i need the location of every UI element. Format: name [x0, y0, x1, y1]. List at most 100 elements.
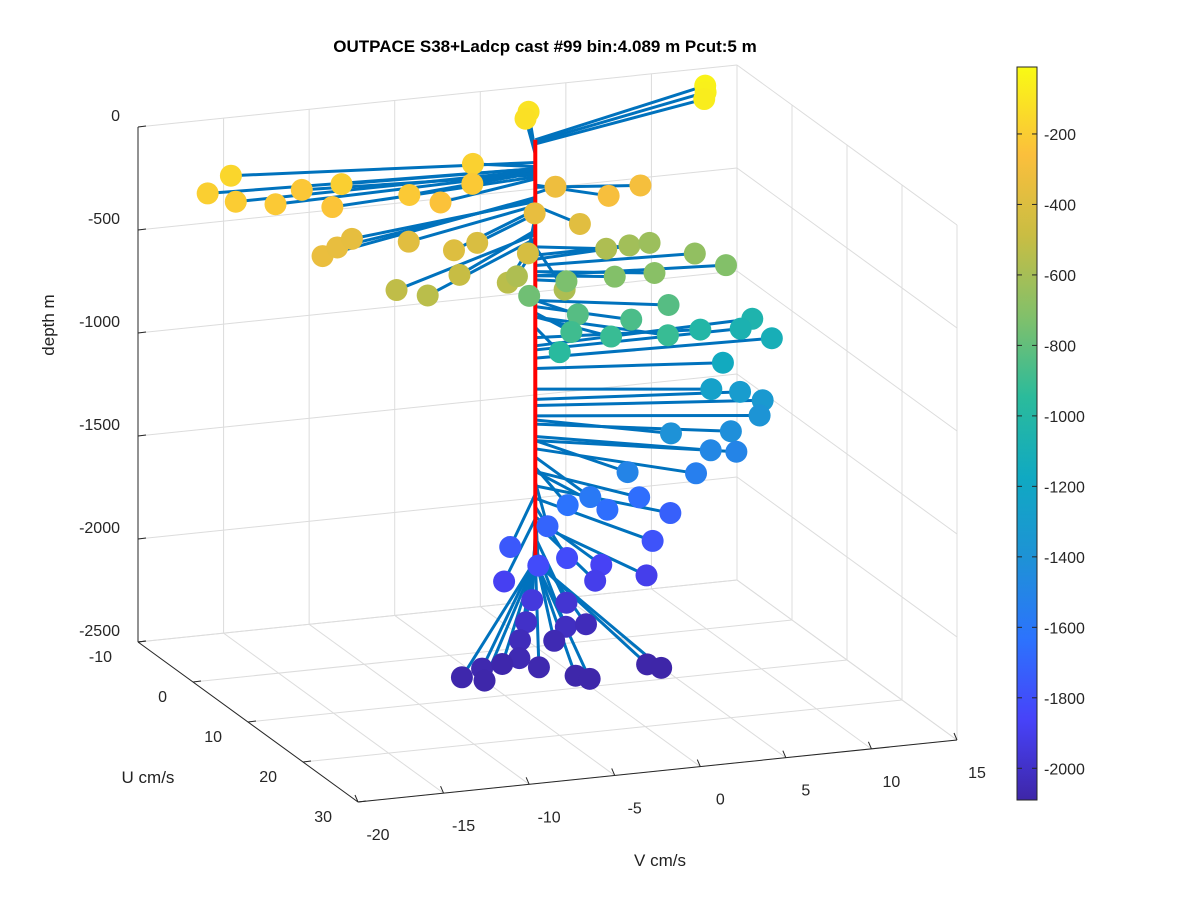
data-point — [575, 613, 597, 635]
data-point — [643, 262, 665, 284]
colorbar-tick-label: -1000 — [1044, 409, 1085, 426]
data-point — [642, 530, 664, 552]
data-point — [600, 326, 622, 348]
data-point — [225, 191, 247, 213]
data-point — [537, 515, 559, 537]
data-point — [386, 279, 408, 301]
data-point — [628, 486, 650, 508]
u-tick-mark — [193, 681, 201, 682]
back-wall-grid-z — [138, 580, 737, 642]
data-point — [569, 213, 591, 235]
velocity-stick — [535, 400, 762, 405]
data-point — [693, 88, 715, 110]
data-point — [321, 196, 343, 218]
data-point — [658, 294, 680, 316]
data-point — [461, 173, 483, 195]
data-points — [197, 75, 783, 692]
velocity-stick — [535, 86, 705, 140]
data-point — [549, 341, 571, 363]
z-tick-label: -2000 — [79, 520, 120, 537]
velocity-stick — [535, 420, 671, 433]
data-point — [517, 242, 539, 264]
u-axis-label: U cm/s — [122, 768, 175, 787]
u-tick-label: 30 — [314, 809, 332, 826]
data-point — [659, 502, 681, 524]
v-tick-label: 10 — [883, 774, 901, 791]
data-point — [660, 422, 682, 444]
u-tick-mark — [303, 761, 311, 762]
data-point — [524, 202, 546, 224]
v-tick-label: -20 — [366, 827, 389, 844]
data-point — [595, 238, 617, 260]
data-point — [493, 570, 515, 592]
data-point — [689, 319, 711, 341]
data-point — [584, 570, 606, 592]
v-tick-label: -10 — [538, 809, 561, 826]
data-point — [265, 193, 287, 215]
data-point — [462, 153, 484, 175]
data-point — [555, 592, 577, 614]
data-point — [527, 555, 549, 577]
data-point — [430, 191, 452, 213]
data-point — [725, 441, 747, 463]
data-point — [515, 108, 537, 130]
data-point — [518, 285, 540, 307]
colorbar-tick-label: -800 — [1044, 338, 1076, 355]
data-point — [544, 176, 566, 198]
data-point — [291, 179, 313, 201]
data-point — [521, 589, 543, 611]
data-point — [700, 378, 722, 400]
data-point — [506, 265, 528, 287]
velocity-stick — [535, 272, 654, 273]
data-point — [657, 324, 679, 346]
z-tick-mark — [138, 126, 146, 127]
data-point — [650, 657, 672, 679]
floor-grid-u — [303, 700, 902, 762]
v-tick-label: -15 — [452, 818, 475, 835]
data-point — [720, 420, 742, 442]
data-point — [555, 270, 577, 292]
data-point — [636, 564, 658, 586]
z-axis-label: depth m — [39, 294, 58, 355]
data-point — [715, 254, 737, 276]
colorbar-tick-label: -600 — [1044, 268, 1076, 285]
data-point — [451, 666, 473, 688]
data-point — [443, 239, 465, 261]
data-point — [557, 494, 579, 516]
data-point — [398, 184, 420, 206]
data-point — [620, 309, 642, 331]
data-point — [448, 264, 470, 286]
data-point — [491, 653, 513, 675]
v-tick-label: -5 — [628, 800, 642, 817]
data-point — [543, 630, 565, 652]
data-point — [617, 461, 639, 483]
v-axis-line — [358, 740, 957, 802]
z-tick-mark — [138, 538, 146, 539]
data-point — [604, 266, 626, 288]
data-point — [700, 439, 722, 461]
data-point — [629, 174, 651, 196]
colorbar-tick-label: -400 — [1044, 197, 1076, 214]
data-point — [684, 243, 706, 265]
data-point — [596, 499, 618, 521]
data-point — [761, 327, 783, 349]
data-point — [466, 232, 488, 254]
velocity-stick — [535, 300, 668, 304]
u-tick-label: 0 — [158, 689, 167, 706]
data-point — [712, 352, 734, 374]
velocity-stick — [535, 99, 704, 144]
z-tick-label: -500 — [88, 211, 120, 228]
data-point — [197, 182, 219, 204]
colorbar-tick-label: -1400 — [1044, 550, 1085, 567]
data-point — [474, 670, 496, 692]
data-point — [556, 547, 578, 569]
colorbar-tick-label: -2000 — [1044, 761, 1085, 778]
velocity-sticks — [208, 86, 772, 681]
data-point — [618, 234, 640, 256]
v-tick-label: 5 — [801, 783, 810, 800]
colorbar-tick-label: -1600 — [1044, 620, 1085, 637]
u-tick-mark — [358, 801, 366, 802]
data-point — [729, 381, 751, 403]
